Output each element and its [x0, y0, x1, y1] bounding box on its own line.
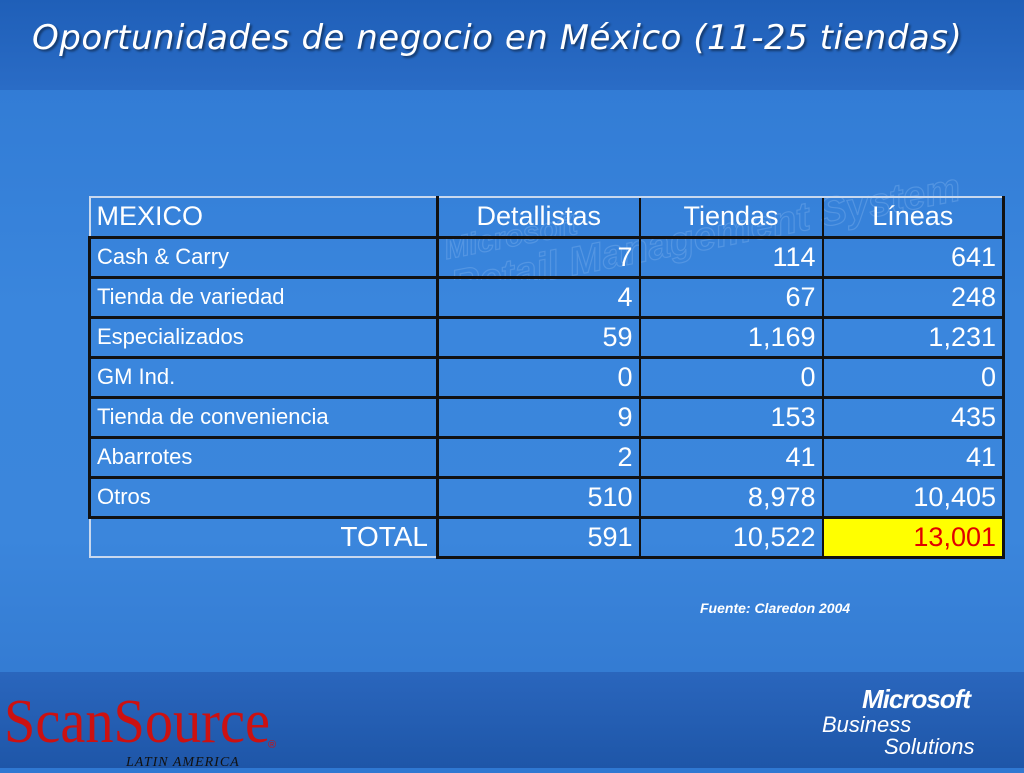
solutions-label: Solutions	[884, 734, 975, 759]
row-label: GM Ind.	[88, 355, 438, 399]
title-band	[0, 0, 1024, 90]
cell-detallistas: 4	[436, 275, 640, 319]
cell-detallistas: 59	[436, 315, 640, 359]
cell-detallistas: 7	[436, 235, 640, 279]
business-label: Business	[822, 712, 912, 737]
source-note: Fuente: Claredon 2004	[700, 600, 851, 616]
business-opportunities-table: MEXICO Detallistas Tiendas Líneas Cash &…	[88, 196, 1005, 559]
cell-lineas: 10,405	[821, 475, 1005, 519]
table-row: Otros 510 8,978 10,405	[88, 475, 1005, 519]
cell-lineas: 435	[821, 395, 1005, 439]
total-lineas-highlight: 13,001	[821, 515, 1005, 559]
row-label: Cash & Carry	[88, 235, 438, 279]
cell-lineas: 248	[821, 275, 1005, 319]
row-label: Otros	[88, 475, 438, 519]
scansource-logo: ScanSource ® LATIN AMERICA	[2, 672, 292, 770]
cell-detallistas: 0	[436, 355, 640, 399]
cell-detallistas: 9	[436, 395, 640, 439]
scansource-region: LATIN AMERICA	[125, 755, 240, 768]
cell-tiendas: 1,169	[638, 315, 823, 359]
cell-lineas: 641	[821, 235, 1005, 279]
cell-tiendas: 41	[638, 435, 823, 479]
row-label: Abarrotes	[88, 435, 438, 479]
cell-tiendas: 114	[638, 235, 823, 279]
table-row: Tienda de variedad 4 67 248	[88, 275, 1005, 319]
row-label: Especializados	[88, 315, 438, 359]
row-label: Tienda de conveniencia	[88, 395, 438, 439]
table-row: GM Ind. 0 0 0	[88, 355, 1005, 399]
total-detallistas: 591	[436, 515, 640, 559]
microsoft-logo: Microsoft	[862, 684, 971, 714]
header-lineas: Líneas	[821, 196, 1005, 239]
table-total-row: TOTAL 591 10,522 13,001	[88, 515, 1005, 559]
table-row: Cash & Carry 7 114 641	[88, 235, 1005, 279]
scansource-brand: ScanSource	[4, 688, 270, 756]
header-mexico: MEXICO	[88, 196, 438, 239]
scansource-registered-mark: ®	[268, 739, 276, 751]
table-header-row: MEXICO Detallistas Tiendas Líneas	[88, 196, 1005, 239]
total-tiendas: 10,522	[638, 515, 823, 559]
cell-lineas: 1,231	[821, 315, 1005, 359]
cell-lineas: 41	[821, 435, 1005, 479]
table-row: Abarrotes 2 41 41	[88, 435, 1005, 479]
total-label: TOTAL	[88, 515, 438, 558]
row-label: Tienda de variedad	[88, 275, 438, 319]
table-row: Especializados 59 1,169 1,231	[88, 315, 1005, 359]
cell-lineas: 0	[821, 355, 1005, 399]
header-tiendas: Tiendas	[638, 196, 823, 239]
slide-title: Oportunidades de negocio en México (11-2…	[32, 18, 963, 58]
cell-tiendas: 0	[638, 355, 823, 399]
footer-band	[0, 672, 1024, 768]
cell-detallistas: 2	[436, 435, 640, 479]
header-detallistas: Detallistas	[436, 196, 640, 239]
cell-tiendas: 8,978	[638, 475, 823, 519]
cell-tiendas: 153	[638, 395, 823, 439]
cell-detallistas: 510	[436, 475, 640, 519]
table-row: Tienda de conveniencia 9 153 435	[88, 395, 1005, 439]
cell-tiendas: 67	[638, 275, 823, 319]
